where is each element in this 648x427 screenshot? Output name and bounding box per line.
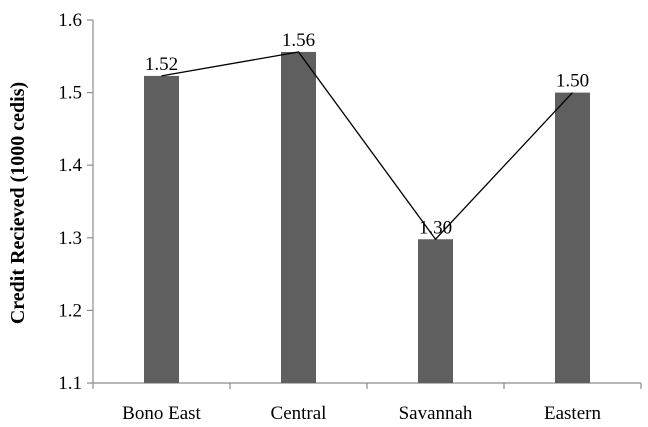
bar: [281, 51, 316, 383]
y-ticks: 1.1 1.2 1.3 1.4 1.5 1.6: [58, 10, 93, 394]
data-label: 1.50: [556, 71, 589, 92]
x-tick-labels: Bono East Central Savannah Eastern: [122, 403, 601, 424]
y-axis-title: Credit Recieved (1000 cedis): [7, 82, 29, 324]
y-tick-label: 1.3: [58, 228, 82, 249]
bars: [144, 51, 590, 383]
y-tick-label: 1.6: [58, 10, 82, 31]
y-tick-label: 1.2: [58, 300, 82, 321]
x-tick-label: Central: [271, 403, 327, 424]
y-tick-label: 1.4: [58, 155, 82, 176]
bar: [418, 239, 453, 383]
bar: [144, 75, 179, 383]
x-tick-label: Bono East: [122, 403, 201, 424]
overlay-line-group: [161, 51, 573, 241]
axes: [92, 20, 642, 389]
data-label: 1.30: [419, 217, 452, 238]
x-tick-label: Eastern: [544, 403, 601, 424]
y-tick-label: 1.5: [58, 83, 82, 104]
data-label: 1.52: [145, 54, 178, 75]
data-label: 1.56: [282, 30, 315, 51]
bar: [555, 92, 590, 383]
x-tick-label: Savannah: [399, 403, 473, 424]
y-tick-label: 1.1: [58, 373, 82, 394]
data-labels: 1.52 1.56 1.30 1.50: [145, 30, 589, 238]
overlay-line: [161, 51, 573, 241]
